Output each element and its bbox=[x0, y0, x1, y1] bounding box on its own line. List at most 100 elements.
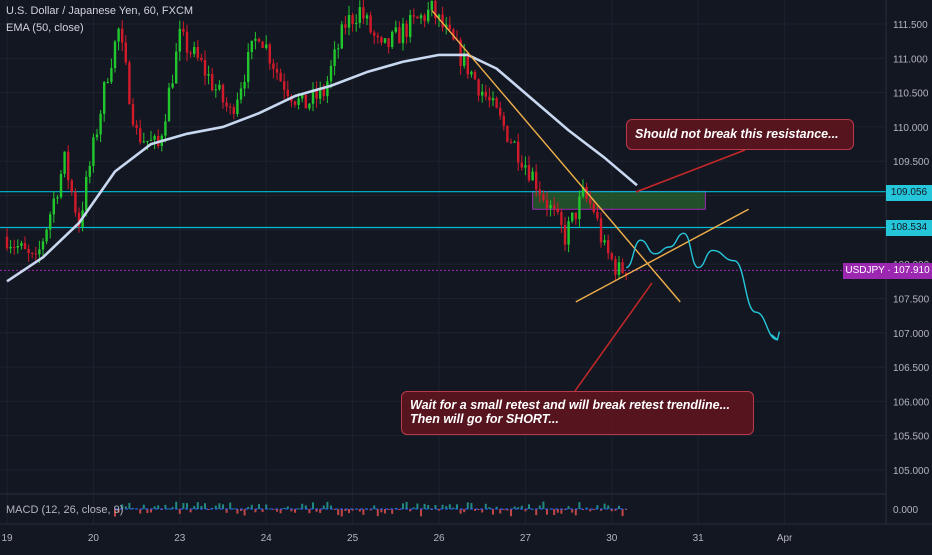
resistance-note[interactable]: Should not break this resistance... bbox=[626, 119, 854, 150]
candle-body-97 bbox=[355, 22, 358, 24]
candle-body-6 bbox=[27, 249, 30, 254]
level-tag-108-534: 108.534 bbox=[886, 220, 932, 236]
candles bbox=[5, 0, 628, 281]
x-tick-label-8: 31 bbox=[693, 533, 705, 544]
macd-bar-111 bbox=[405, 501, 408, 509]
plan-note-line2: Then will go for SHORT... bbox=[410, 412, 559, 426]
macd-bar-133 bbox=[484, 503, 487, 509]
candle-body-83 bbox=[304, 94, 307, 109]
plan-note[interactable]: Wait for a small retest and will break r… bbox=[401, 391, 754, 435]
candle-body-54 bbox=[200, 57, 203, 60]
candle-body-148 bbox=[538, 189, 541, 195]
candle-body-51 bbox=[189, 52, 192, 54]
candle-body-78 bbox=[286, 89, 289, 97]
candle-body-84 bbox=[308, 103, 311, 109]
macd-bar-64 bbox=[236, 509, 239, 514]
candle-body-138 bbox=[502, 115, 505, 126]
macd-bar-105 bbox=[384, 509, 386, 514]
current-price-tag: USDJPY · 107.910 bbox=[843, 263, 932, 279]
macd-bar-158 bbox=[574, 509, 577, 516]
candle-body-90 bbox=[329, 65, 333, 82]
y-tick-label-5: 107.500 bbox=[893, 294, 930, 305]
macd-bar-48 bbox=[178, 509, 181, 514]
x-tick-label-9: Apr bbox=[777, 533, 793, 544]
candle-body-69 bbox=[254, 38, 257, 41]
candle-body-76 bbox=[279, 72, 282, 82]
candle-body-65 bbox=[239, 88, 243, 100]
macd-bar-34 bbox=[128, 502, 131, 509]
candle-body-160 bbox=[581, 187, 585, 197]
macd-bar-141 bbox=[513, 506, 516, 509]
candle-body-23 bbox=[88, 166, 91, 177]
candle-body-101 bbox=[369, 15, 372, 33]
candle-body-149 bbox=[542, 194, 545, 200]
candle-body-50 bbox=[185, 31, 189, 53]
macd-bar-58 bbox=[214, 505, 217, 509]
macd-bar-78 bbox=[286, 506, 289, 509]
x-tick-label-5: 26 bbox=[433, 533, 445, 544]
candle-body-136 bbox=[495, 98, 498, 108]
x-tick-label-2: 23 bbox=[174, 533, 186, 544]
candle-body-12 bbox=[49, 214, 52, 230]
macd-bar-149 bbox=[542, 501, 545, 509]
candle-body-7 bbox=[31, 253, 34, 255]
candle-body-27 bbox=[103, 82, 106, 114]
candle-body-111 bbox=[405, 23, 408, 37]
macd-bar-123 bbox=[448, 504, 451, 509]
candle-body-74 bbox=[272, 63, 275, 69]
projection-path bbox=[625, 232, 778, 341]
candle-body-46 bbox=[171, 83, 174, 88]
candle-body-128 bbox=[466, 53, 469, 75]
macd-bar-90 bbox=[330, 505, 332, 509]
macd-bar-140 bbox=[510, 509, 512, 517]
macd-bar-95 bbox=[348, 509, 350, 514]
macd-bar-77 bbox=[283, 507, 286, 509]
candle-body-153 bbox=[556, 208, 559, 213]
macd-bar-43 bbox=[160, 509, 163, 511]
macd-bar-99 bbox=[362, 509, 365, 515]
candle-body-145 bbox=[527, 165, 531, 181]
macd-bar-60 bbox=[222, 504, 224, 509]
candle-body-114 bbox=[416, 16, 419, 19]
macd-bar-168 bbox=[610, 509, 613, 512]
candle-body-47 bbox=[175, 51, 178, 84]
indicator-legend: EMA (50, close) bbox=[6, 22, 84, 34]
candle-body-166 bbox=[603, 240, 606, 243]
macd-bar-170 bbox=[618, 505, 620, 509]
macd-bar-92 bbox=[337, 509, 340, 516]
candle-body-127 bbox=[463, 53, 466, 66]
macd-bar-156 bbox=[567, 506, 570, 509]
macd-bar-79 bbox=[290, 509, 293, 512]
macd-bar-91 bbox=[333, 509, 336, 510]
candle-body-31 bbox=[117, 28, 120, 42]
macd-bar-128 bbox=[466, 502, 469, 509]
macd-bar-40 bbox=[150, 509, 152, 513]
candle-body-123 bbox=[448, 24, 451, 30]
candle-body-37 bbox=[139, 128, 142, 143]
macd-bar-31 bbox=[117, 509, 120, 513]
macd-bar-104 bbox=[380, 509, 383, 513]
y-tick-label-2: 106.000 bbox=[893, 397, 930, 408]
candle-body-140 bbox=[509, 141, 513, 143]
candle-body-165 bbox=[599, 218, 603, 243]
macd-bar-57 bbox=[211, 507, 214, 509]
macd-bar-144 bbox=[524, 509, 527, 512]
macd-bar-62 bbox=[229, 502, 232, 509]
macd-bar-83 bbox=[304, 505, 307, 509]
y-tick-label-12: 111.000 bbox=[893, 54, 928, 65]
ema-50-line bbox=[6, 53, 638, 283]
macd-bar-75 bbox=[276, 509, 278, 512]
macd-bar-122 bbox=[445, 506, 448, 509]
candle-body-87 bbox=[319, 87, 322, 99]
macd-bar-65 bbox=[240, 509, 242, 511]
plan-note-line1: Wait for a small retest and will break r… bbox=[410, 398, 731, 412]
candle-body-53 bbox=[196, 47, 199, 58]
macd-bar-108 bbox=[394, 507, 397, 509]
macd-bar-145 bbox=[528, 504, 530, 509]
candle-body-150 bbox=[545, 199, 549, 209]
candle-body-119 bbox=[434, 0, 437, 19]
candle-body-159 bbox=[578, 196, 581, 220]
macd-bar-38 bbox=[142, 504, 145, 509]
